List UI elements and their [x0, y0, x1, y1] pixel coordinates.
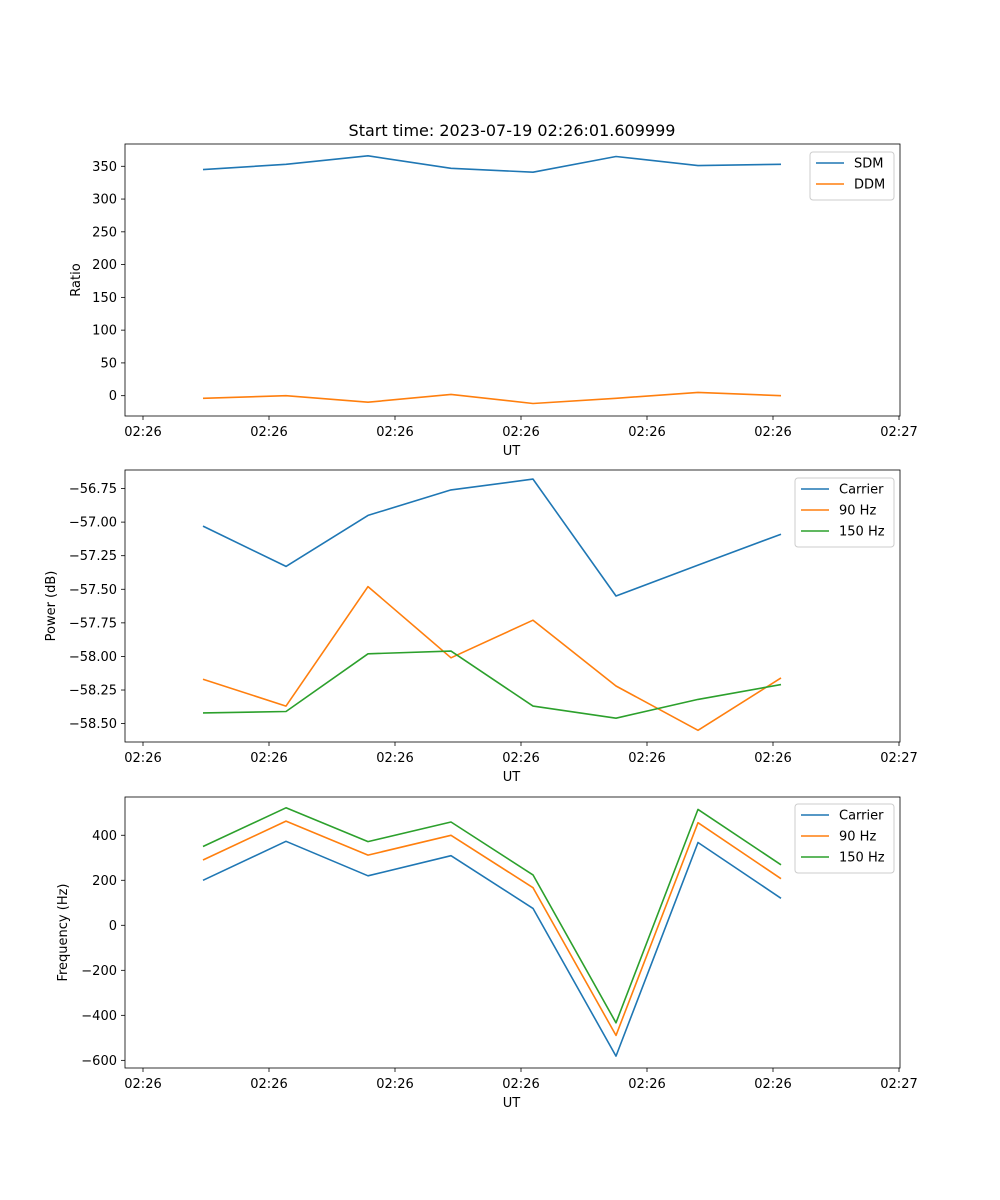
legend-entry: SDM — [854, 157, 883, 172]
y-tick-label: −400 — [81, 1009, 117, 1024]
legend-entry: 150 Hz — [839, 851, 885, 866]
x-tick-label: 02:26 — [376, 425, 413, 440]
y-axis-label: Frequency (Hz) — [56, 883, 71, 981]
x-tick-label: 02:26 — [124, 425, 161, 440]
chart-title: Start time: 2023-07-19 02:26:01.609999 — [349, 121, 676, 140]
x-tick-label: 02:27 — [880, 751, 917, 766]
x-tick-label: 02:26 — [628, 425, 665, 440]
y-tick-label: 0 — [109, 919, 117, 934]
chart-panel-1: 02:26 02:26 02:26 02:26 02:26 02:26 02:27 0 50 10… — [69, 143, 918, 459]
x-tick-label: 02:26 — [124, 1077, 161, 1092]
legend-entry: Carrier — [839, 483, 884, 498]
y-tick-label: 250 — [92, 225, 117, 240]
y-tick-label: −58.50 — [69, 717, 117, 732]
plot-frame — [124, 143, 901, 417]
y-tick-label: −58.00 — [69, 650, 117, 665]
y-tick-label: −57.25 — [69, 549, 117, 564]
legend-box — [794, 477, 895, 548]
series-line-150-hz — [202, 806, 782, 1024]
y-tick-label: −57.50 — [69, 583, 117, 598]
y-tick-label: 400 — [92, 829, 117, 844]
x-axis-label: UT — [503, 770, 521, 785]
series-line-carrier — [202, 478, 782, 597]
series-line-150-hz — [202, 650, 782, 720]
legend-entry: DDM — [854, 178, 885, 193]
y-tick-label: 150 — [92, 291, 117, 306]
x-tick-label: 02:26 — [754, 1077, 791, 1092]
x-tick-label: 02:26 — [376, 751, 413, 766]
y-tick-label: 200 — [92, 874, 117, 889]
y-tick-label: 50 — [100, 356, 117, 371]
chart-panel-3: 02:26 02:26 02:26 02:26 02:26 02:26 02:27 −600 −… — [56, 796, 918, 1111]
legend-entry: Carrier — [839, 809, 884, 824]
series-line-90-hz — [202, 820, 782, 1037]
x-tick-label: 02:26 — [628, 1077, 665, 1092]
y-tick-label: 350 — [92, 160, 117, 175]
legend-entry: 90 Hz — [839, 830, 876, 845]
y-tick-label: −58.25 — [69, 684, 117, 699]
y-tick-label: −57.75 — [69, 616, 117, 631]
x-tick-label: 02:26 — [502, 1077, 539, 1092]
plot-frame — [124, 469, 901, 743]
y-axis-label: Ratio — [69, 263, 84, 296]
chart-panel-2: 02:26 02:26 02:26 02:26 02:26 02:26 02:27 −58.5… — [44, 469, 918, 785]
x-tick-label: 02:26 — [250, 425, 287, 440]
x-tick-label: 02:26 — [376, 1077, 413, 1092]
series-line-90-hz — [202, 585, 782, 732]
y-tick-label: 300 — [92, 193, 117, 208]
series-line-ddm — [202, 391, 782, 405]
series-line-carrier — [202, 840, 782, 1057]
y-tick-label: −57.00 — [69, 516, 117, 531]
y-tick-label: 100 — [92, 324, 117, 339]
x-tick-label: 02:26 — [124, 751, 161, 766]
x-tick-label: 02:26 — [250, 1077, 287, 1092]
y-tick-label: −200 — [81, 964, 117, 979]
plot-frame — [124, 796, 901, 1069]
legend-entry: 150 Hz — [839, 525, 885, 540]
x-axis-label: UT — [503, 444, 521, 459]
y-tick-label: 0 — [109, 389, 117, 404]
legend-box — [794, 803, 895, 874]
x-tick-label: 02:27 — [880, 425, 917, 440]
x-tick-label: 02:26 — [628, 751, 665, 766]
x-tick-label: 02:26 — [502, 425, 539, 440]
y-tick-label: −56.75 — [69, 482, 117, 497]
x-tick-label: 02:26 — [754, 751, 791, 766]
x-tick-label: 02:26 — [250, 751, 287, 766]
x-tick-label: 02:27 — [880, 1077, 917, 1092]
y-tick-label: −600 — [81, 1054, 117, 1069]
x-axis-label: UT — [503, 1096, 521, 1111]
legend-entry: 90 Hz — [839, 504, 876, 519]
x-tick-label: 02:26 — [502, 751, 539, 766]
y-tick-label: 200 — [92, 258, 117, 273]
y-axis-label: Power (dB) — [44, 571, 59, 642]
series-line-sdm — [202, 155, 782, 173]
x-tick-label: 02:26 — [754, 425, 791, 440]
legend-box — [809, 151, 895, 201]
